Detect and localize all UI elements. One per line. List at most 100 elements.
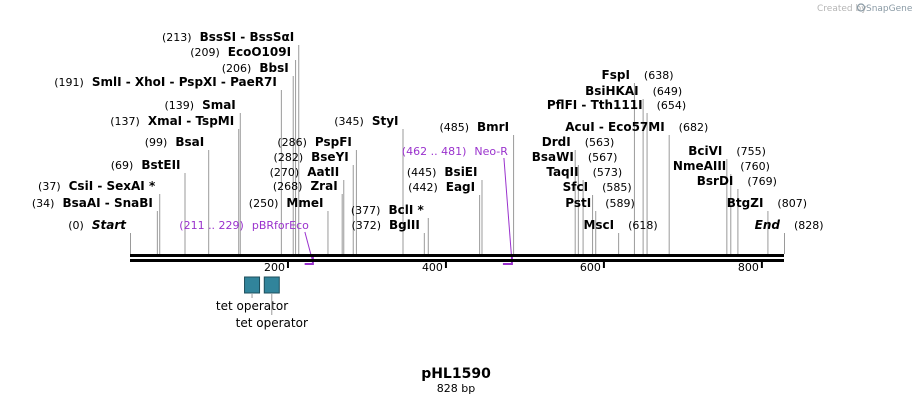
site-xmai-tspmi: XmaI - TspMI (137): [110, 114, 234, 128]
site-bcivi: BciVI (755): [688, 144, 766, 158]
site-bsihkai: BsiHKAI (649): [585, 84, 682, 98]
site-acui-eco57mi: AcuI - Eco57MI (682): [565, 120, 708, 134]
feature-tet-operator[interactable]: tet operator: [216, 276, 288, 313]
site-name: BsaWI: [532, 150, 574, 164]
primer-arrow: [304, 254, 314, 265]
site-name: BclI *: [388, 203, 424, 217]
site-bsssi-bsss-i: BssSI - BssSαI (213): [162, 30, 294, 44]
site-name: AcuI - Eco57MI: [565, 120, 664, 134]
ruler-tick-label: 200: [264, 261, 285, 274]
site-position: (213): [162, 31, 192, 44]
site-name: DrdI: [542, 135, 571, 149]
site-end: End (828): [755, 218, 824, 232]
primer-name: Neo-R: [474, 145, 508, 158]
primer-leader: [503, 157, 513, 263]
primer-arrow: [502, 254, 513, 265]
site-name: BmrI: [477, 120, 509, 134]
site-name: CsiI - SexAI *: [69, 179, 156, 193]
site-position: (0): [68, 219, 84, 232]
site-name: BglII: [389, 218, 420, 232]
site-position: (206): [222, 62, 252, 75]
site-name: BsaAI - SnaBI: [62, 196, 152, 210]
feature-box[interactable]: [244, 276, 261, 294]
site-position: (573): [593, 166, 623, 179]
site-position: (372): [351, 219, 381, 232]
site-position: (139): [164, 99, 194, 112]
site-bsiei: BsiEI (445): [407, 165, 478, 179]
site-leader-lines: [130, 45, 785, 254]
site-position: (69): [111, 159, 134, 172]
primer-leader: [304, 231, 314, 263]
site-psti: PstI (589): [565, 196, 635, 210]
primer-pbrforeco: pBRforEco (211 .. 229): [179, 219, 314, 265]
site-bsai: BsaI (99): [145, 135, 204, 149]
site-name: End: [755, 218, 781, 232]
site-position: (755): [736, 145, 766, 158]
site-bsaai-snabi: BsaAI - SnaBI (34): [32, 196, 153, 210]
site-name: AatII: [307, 165, 339, 179]
site-position: (37): [38, 180, 61, 193]
site-position: (769): [747, 175, 777, 188]
site-name: NmeAIII: [673, 159, 726, 173]
site-csii-sexai: CsiI - SexAI * (37): [38, 179, 156, 193]
site-name: SmaI: [202, 98, 236, 112]
site-name: FspI: [602, 68, 630, 82]
site-bmri: BmrI (485): [439, 120, 509, 134]
site-name: MscI: [583, 218, 614, 232]
site-name: BsrDI: [697, 174, 734, 188]
site-position: (589): [605, 197, 635, 210]
ruler-tick-label: 600: [580, 261, 601, 274]
site-fspi: FspI (638): [602, 68, 674, 82]
site-name: BtgZI: [727, 196, 764, 210]
site-name: StyI: [372, 114, 399, 128]
site-name: XmaI - TspMI: [148, 114, 234, 128]
site-ecoo109i: EcoO109I (209): [190, 45, 291, 59]
site-position: (828): [794, 219, 824, 232]
site-position: (567): [588, 151, 618, 164]
site-name: BciVI: [688, 144, 722, 158]
plasmid-name: pHL1590: [421, 366, 491, 382]
plasmid-length: 828 bp: [437, 382, 475, 395]
site-position: (807): [777, 197, 807, 210]
site-name: Start: [92, 218, 127, 232]
site-zrai: ZraI (268): [273, 179, 338, 193]
site-drdi: DrdI (563): [542, 135, 615, 149]
site-name: BsiHKAI: [585, 84, 639, 98]
site-taqii: TaqII (573): [546, 165, 622, 179]
site-bbsi: BbsI (206): [222, 61, 289, 75]
site-start: Start (0): [68, 218, 127, 232]
site-name: BsaI: [175, 135, 204, 149]
site-position: (760): [740, 160, 770, 173]
feature-box[interactable]: [263, 276, 280, 294]
snapgene-brand-text: SnapGene: [866, 4, 913, 14]
site-name: MmeI: [286, 196, 323, 210]
site-msci: MscI (618): [583, 218, 657, 232]
site-sfci: SfcI (585): [563, 180, 632, 194]
site-position: (34): [32, 197, 55, 210]
site-position: (282): [274, 151, 304, 164]
site-position: (563): [585, 136, 615, 149]
site-name: PspFI: [315, 135, 352, 149]
site-smai: SmaI (139): [164, 98, 235, 112]
site-bsawi: BsaWI (567): [532, 150, 618, 164]
feature-tet-operator[interactable]: tet operator: [236, 276, 308, 330]
site-position: (585): [602, 181, 632, 194]
site-position: (191): [54, 76, 84, 89]
primer-annotations: pBRforEco (211 .. 229) Neo-R (462 .. 481): [179, 145, 513, 265]
site-name: PstI: [565, 196, 591, 210]
site-styi: StyI (345): [334, 114, 398, 128]
site-position: (485): [439, 121, 469, 134]
feature-annotations: tet operator tet operator: [216, 276, 308, 330]
site-bsteii: BstEII (69): [111, 158, 181, 172]
site-position: (445): [407, 166, 437, 179]
site-position: (345): [334, 115, 364, 128]
site-pflfi-tth111i: PflFI - Tth111I (654): [547, 98, 686, 112]
site-name: SfcI: [563, 180, 588, 194]
site-pspfi: PspFI (286): [277, 135, 352, 149]
site-eagi: EagI (442): [408, 180, 475, 194]
site-position: (654): [657, 99, 687, 112]
site-position: (649): [653, 85, 683, 98]
site-smli-xhoi-pspxi-paer7i: SmlI - XhoI - PspXI - PaeR7I (191): [54, 75, 277, 89]
ruler-ticks: 200 400 600 800: [264, 261, 763, 274]
site-position: (270): [270, 166, 300, 179]
